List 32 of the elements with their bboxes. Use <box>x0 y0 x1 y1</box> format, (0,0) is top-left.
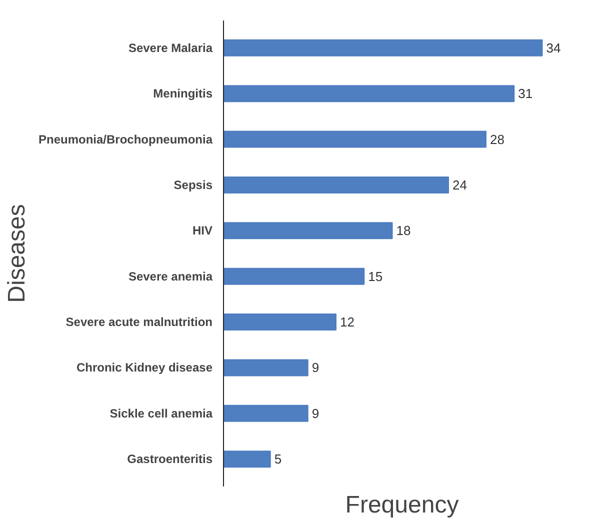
bar <box>224 176 449 194</box>
data-label: 9 <box>312 406 320 421</box>
data-label: 9 <box>312 360 320 376</box>
y-tick-label: Chronic Kidney disease <box>76 360 213 375</box>
bar <box>224 268 365 285</box>
bar <box>224 314 336 331</box>
data-label: 18 <box>396 223 411 238</box>
y-tick-label: Sepsis <box>174 178 213 192</box>
bar <box>224 85 515 102</box>
data-label: 24 <box>452 177 467 192</box>
bar <box>224 404 308 422</box>
bar <box>224 222 393 240</box>
bar <box>224 450 271 468</box>
bar <box>224 359 308 376</box>
data-label: 5 <box>274 452 282 467</box>
data-label: 34 <box>546 40 561 56</box>
y-tick-label: Meningitis <box>153 86 213 101</box>
y-tick-label: Severe anemia <box>128 269 213 284</box>
data-label: 15 <box>368 268 383 284</box>
y-tick-label: Severe Malaria <box>128 40 213 55</box>
bar <box>224 39 543 56</box>
data-label: 31 <box>518 86 533 102</box>
y-tick-label: Severe acute malnutrition <box>66 315 213 330</box>
y-tick-label: Pneumonia/Brochopneumonia <box>38 132 213 146</box>
data-label: 28 <box>490 132 504 147</box>
x-axis-title: Frequency <box>345 492 459 518</box>
y-tick-label: Sickle cell anemia <box>110 406 213 420</box>
y-tick-label: HIV <box>192 224 213 238</box>
y-tick-label: Gastroenteritis <box>127 452 213 466</box>
data-label: 12 <box>340 314 354 330</box>
y-axis-title: Diseases <box>3 204 30 303</box>
bar <box>224 130 486 148</box>
